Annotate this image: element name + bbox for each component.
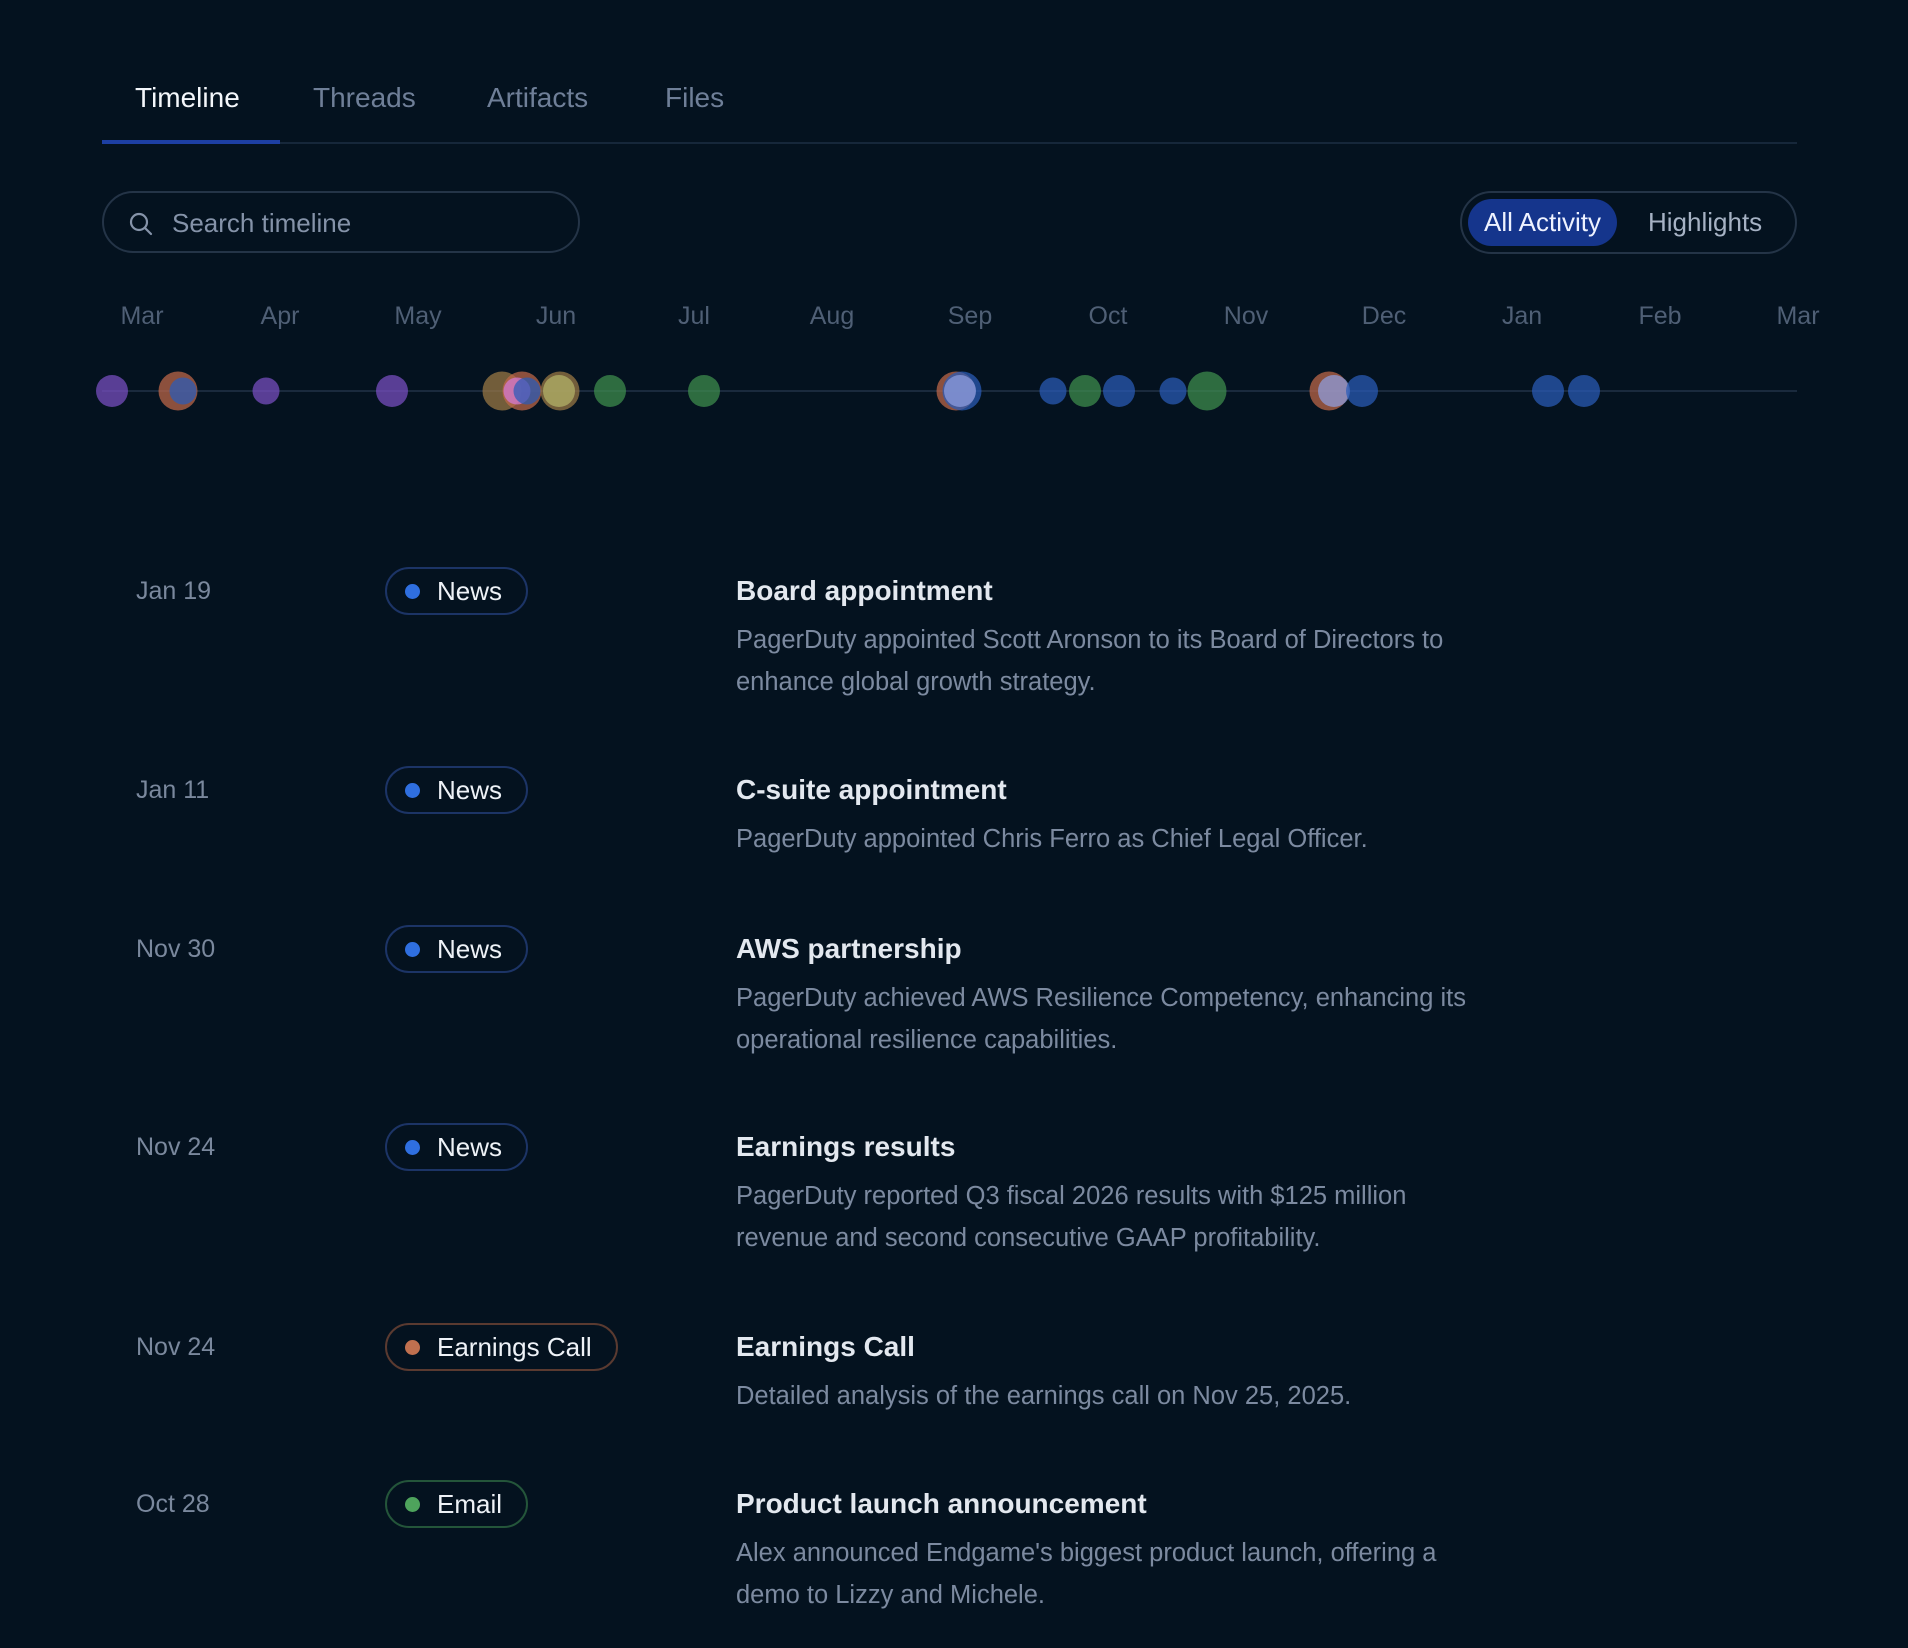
entry-title: Earnings results [736, 1131, 956, 1162]
filter-all-activity[interactable]: All Activity [1468, 199, 1618, 246]
timeline-event-dot[interactable] [1039, 377, 1067, 405]
month-label: Jul [678, 302, 710, 330]
timeline-event-dot[interactable] [1159, 377, 1187, 405]
timeline-event-dot[interactable] [1068, 375, 1101, 407]
entry-description: PagerDuty appointed Chris Ferro as Chief… [736, 825, 1368, 853]
month-label: Nov [1223, 302, 1269, 330]
timeline-event-dot[interactable] [513, 377, 541, 405]
badge-dot-icon [405, 1340, 420, 1355]
badge-label: Earnings Call [437, 1332, 592, 1362]
entry-type-badge: News [385, 925, 529, 973]
badge-label: Email [437, 1489, 503, 1519]
month-label: Aug [809, 302, 855, 330]
month-label: Feb [1638, 302, 1682, 330]
badge-dot-icon [405, 783, 420, 798]
badge-label: News [437, 1132, 503, 1162]
entry-type-badge: News [385, 567, 529, 615]
tab-timeline[interactable]: Timeline [135, 82, 240, 113]
entry-date: Nov 30 [136, 935, 216, 963]
badge-dot-icon [405, 942, 420, 957]
entry-type-badge: News [385, 1123, 529, 1171]
timeline-event-dot[interactable] [1103, 375, 1136, 407]
timeline-event-dot[interactable] [542, 375, 575, 407]
entry-description: PagerDuty achieved AWS Resilience Compet… [736, 984, 1466, 1054]
timeline-event-dot[interactable] [1532, 375, 1565, 407]
timeline-event-dot[interactable] [375, 375, 408, 407]
month-label: Dec [1361, 302, 1407, 330]
entry-description: Alex announced Endgame's biggest product… [736, 1539, 1437, 1609]
entry-title: Earnings Call [736, 1331, 915, 1362]
timeline-event-dot[interactable] [1187, 371, 1227, 411]
search-box[interactable] [102, 191, 580, 253]
month-label: Jun [535, 302, 577, 330]
tab-artifacts[interactable]: Artifacts [487, 82, 589, 113]
timeline-event-dot[interactable] [687, 375, 720, 407]
badge-dot-icon [405, 1497, 420, 1512]
month-label: Sep [947, 302, 993, 330]
tab-bar: Timeline Threads Artifacts Files [102, 60, 1797, 144]
timeline-event-dot[interactable] [593, 375, 626, 407]
tab-threads[interactable]: Threads [313, 82, 416, 113]
timeline-event-dot[interactable] [944, 375, 977, 407]
entry-title: C-suite appointment [736, 774, 1007, 805]
entry-description: PagerDuty reported Q3 fiscal 2026 result… [736, 1182, 1407, 1252]
filter-highlights[interactable]: Highlights [1648, 207, 1763, 237]
month-label: Oct [1088, 302, 1128, 330]
timeline-event-dot[interactable] [95, 375, 128, 407]
month-label: Apr [260, 302, 300, 330]
entry-type-badge: News [385, 766, 529, 814]
search-icon [129, 212, 153, 236]
timeline-event-dot[interactable] [1345, 375, 1378, 407]
entry-description: Detailed analysis of the earnings call o… [736, 1382, 1352, 1410]
entry-description: PagerDuty appointed Scott Aronson to its… [736, 626, 1444, 696]
entry-date: Nov 24 [136, 1133, 216, 1161]
entry-date: Jan 19 [136, 577, 212, 605]
entry-date: Nov 24 [136, 1333, 216, 1361]
month-label: Mar [1776, 302, 1820, 330]
active-tab-indicator [102, 140, 280, 144]
entry-type-badge: Email [385, 1480, 529, 1528]
entry-type-badge: Earnings Call [385, 1323, 618, 1371]
timeline-event-dot[interactable] [169, 377, 197, 405]
entry-date: Jan 11 [136, 776, 210, 804]
badge-label: News [437, 576, 503, 606]
badge-dot-icon [405, 1140, 420, 1155]
badge-label: News [437, 934, 503, 964]
tab-files[interactable]: Files [665, 82, 725, 113]
search-input[interactable] [170, 193, 564, 253]
entry-title: Board appointment [736, 575, 993, 606]
entry-title: AWS partnership [736, 933, 962, 964]
month-label: Mar [120, 302, 164, 330]
timeline-event-dot[interactable] [252, 377, 280, 405]
activity-filter-toggle: All Activity Highlights [1460, 191, 1797, 254]
entry-date: Oct 28 [136, 1490, 210, 1518]
badge-label: News [437, 775, 503, 805]
timeline-event-dot[interactable] [1568, 375, 1601, 407]
month-label: May [394, 302, 442, 330]
badge-dot-icon [405, 584, 420, 599]
month-label: Jan [1501, 302, 1543, 330]
entry-title: Product launch announcement [736, 1488, 1147, 1519]
timeline-event-dot[interactable] [1318, 375, 1351, 407]
